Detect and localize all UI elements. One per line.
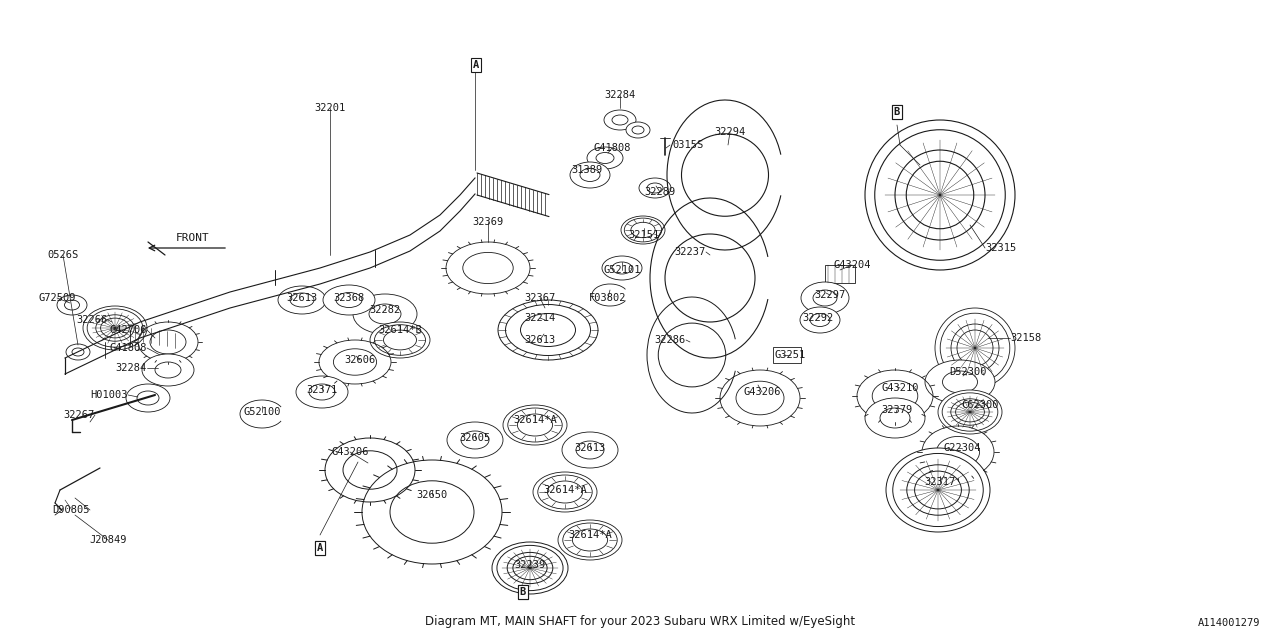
Ellipse shape — [562, 432, 618, 468]
Ellipse shape — [558, 520, 622, 560]
Ellipse shape — [142, 354, 195, 386]
Text: 32369: 32369 — [472, 217, 503, 227]
Text: 32284: 32284 — [115, 363, 147, 373]
Text: 32266: 32266 — [77, 315, 108, 325]
Text: 32605: 32605 — [460, 433, 490, 443]
Ellipse shape — [626, 122, 650, 138]
Ellipse shape — [621, 216, 666, 244]
Text: G43206: G43206 — [332, 447, 369, 457]
Ellipse shape — [370, 322, 430, 358]
Ellipse shape — [639, 178, 671, 198]
Ellipse shape — [604, 110, 636, 130]
Text: G72509: G72509 — [38, 293, 76, 303]
Text: 32614*A: 32614*A — [543, 485, 586, 495]
Text: 32613: 32613 — [287, 293, 317, 303]
Text: G3251: G3251 — [774, 350, 805, 360]
Text: 32613: 32613 — [575, 443, 605, 453]
Text: 0526S: 0526S — [47, 250, 78, 260]
Text: 32282: 32282 — [370, 305, 401, 315]
Ellipse shape — [278, 286, 326, 314]
Text: 32614*B: 32614*B — [378, 325, 422, 335]
Ellipse shape — [602, 256, 643, 280]
Text: G43210: G43210 — [881, 383, 919, 393]
Ellipse shape — [323, 285, 375, 315]
Text: A: A — [317, 543, 323, 553]
Text: A: A — [317, 543, 323, 553]
Text: 32292: 32292 — [803, 313, 833, 323]
Text: G43204: G43204 — [833, 260, 870, 270]
Ellipse shape — [934, 308, 1015, 388]
Text: G42706: G42706 — [110, 325, 147, 335]
Ellipse shape — [83, 306, 147, 350]
Ellipse shape — [800, 307, 840, 333]
Ellipse shape — [58, 295, 87, 315]
Text: 32289: 32289 — [644, 187, 676, 197]
Text: G52101: G52101 — [603, 265, 641, 275]
Text: 32297: 32297 — [814, 290, 846, 300]
Ellipse shape — [447, 422, 503, 458]
Text: B: B — [893, 107, 900, 117]
Text: F03802: F03802 — [589, 293, 627, 303]
Text: 32368: 32368 — [333, 293, 365, 303]
Text: 32379: 32379 — [882, 405, 913, 415]
Text: 32286: 32286 — [655, 335, 686, 345]
Ellipse shape — [588, 147, 623, 169]
Text: 32284: 32284 — [604, 90, 636, 100]
Text: D52300: D52300 — [950, 367, 987, 377]
Text: 0315S: 0315S — [672, 140, 703, 150]
Bar — [773, 347, 801, 363]
Ellipse shape — [801, 282, 849, 314]
Text: 32614*A: 32614*A — [568, 530, 612, 540]
Ellipse shape — [925, 360, 995, 404]
Ellipse shape — [938, 390, 1002, 434]
Text: G52100: G52100 — [243, 407, 280, 417]
Ellipse shape — [125, 384, 170, 412]
Ellipse shape — [503, 405, 567, 445]
Text: H01003: H01003 — [91, 390, 128, 400]
Text: J20849: J20849 — [90, 535, 127, 545]
Text: 32650: 32650 — [416, 490, 448, 500]
Text: Diagram MT, MAIN SHAFT for your 2023 Subaru WRX Limited w/EyeSight: Diagram MT, MAIN SHAFT for your 2023 Sub… — [425, 615, 855, 628]
Text: B: B — [893, 107, 900, 117]
Text: 32239: 32239 — [515, 560, 545, 570]
Ellipse shape — [865, 398, 925, 438]
Ellipse shape — [353, 294, 417, 334]
Text: 32371: 32371 — [306, 385, 338, 395]
Ellipse shape — [296, 376, 348, 408]
Text: G43206: G43206 — [744, 387, 781, 397]
Text: 32237: 32237 — [675, 247, 707, 257]
Text: A114001279: A114001279 — [1198, 618, 1260, 628]
Ellipse shape — [886, 448, 989, 532]
Text: FRONT: FRONT — [177, 233, 210, 243]
Text: 32267: 32267 — [64, 410, 95, 420]
Text: 32151: 32151 — [628, 230, 659, 240]
Text: B: B — [520, 587, 526, 597]
Text: C62300: C62300 — [961, 400, 998, 410]
Text: 32317: 32317 — [924, 477, 956, 487]
Ellipse shape — [67, 344, 90, 360]
Text: A: A — [472, 60, 479, 70]
Text: 32201: 32201 — [315, 103, 346, 113]
Text: 32315: 32315 — [986, 243, 1016, 253]
Text: 32614*A: 32614*A — [513, 415, 557, 425]
Ellipse shape — [570, 162, 611, 188]
Text: 32158: 32158 — [1010, 333, 1041, 343]
Text: B: B — [520, 587, 526, 597]
Text: 32294: 32294 — [714, 127, 746, 137]
Ellipse shape — [865, 120, 1015, 270]
Text: 32214: 32214 — [525, 313, 556, 323]
Ellipse shape — [498, 300, 598, 360]
Text: D90805: D90805 — [52, 505, 90, 515]
Text: G41808: G41808 — [593, 143, 631, 153]
Text: 32606: 32606 — [344, 355, 375, 365]
Text: G22304: G22304 — [943, 443, 980, 453]
Text: G41808: G41808 — [110, 343, 147, 353]
Ellipse shape — [492, 542, 568, 594]
Text: 32613: 32613 — [525, 335, 556, 345]
Ellipse shape — [532, 472, 596, 512]
Text: 31389: 31389 — [571, 165, 603, 175]
Text: 32367: 32367 — [525, 293, 556, 303]
Bar — [826, 265, 855, 283]
